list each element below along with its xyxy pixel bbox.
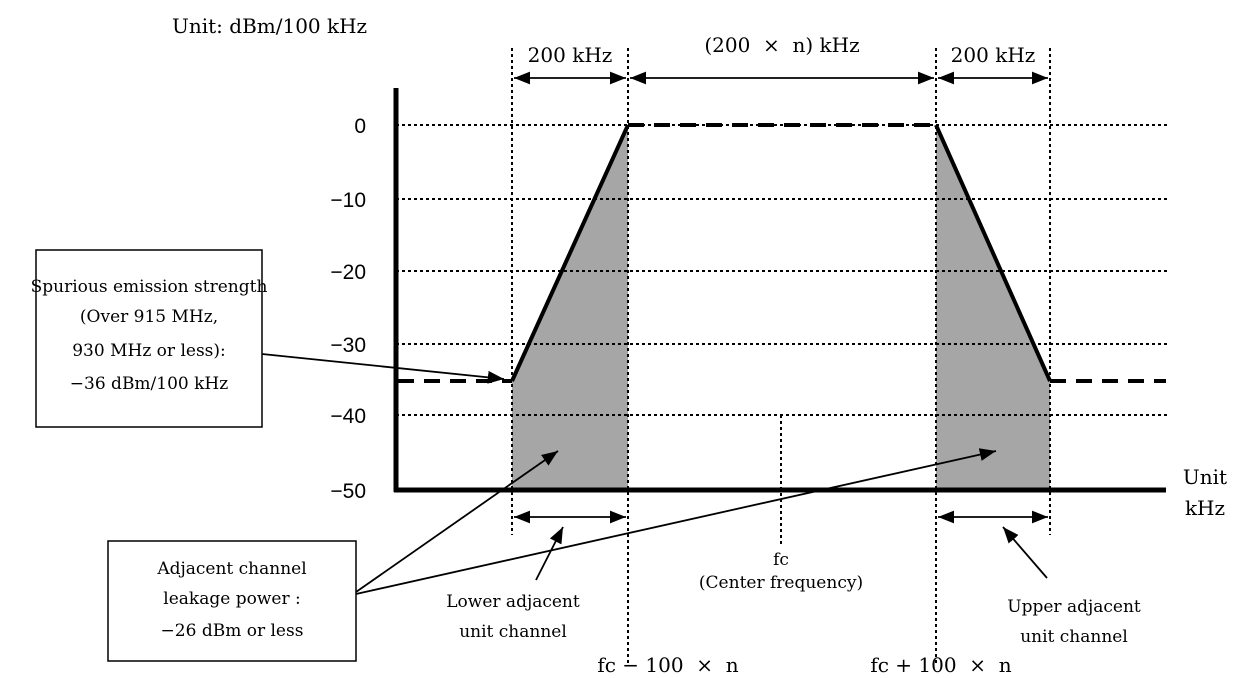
lower-adjacent-shaded-region <box>512 125 628 490</box>
y-tick-label: 0 <box>354 115 366 138</box>
bottom-left-freq-label: fc − 100 × n <box>597 653 738 677</box>
x-unit-line2: kHz <box>1185 496 1225 520</box>
spectrum-mask-dashed <box>398 123 1166 383</box>
span-left-label: 200 kHz <box>528 43 613 67</box>
spectrum-mask-slopes <box>510 124 1052 382</box>
y-tick-label: −30 <box>330 334 366 357</box>
upper-channel-line2: unit channel <box>1020 627 1128 647</box>
aclr-line2: leakage power : <box>163 589 300 609</box>
vertical-guides <box>511 48 1051 665</box>
span-right-label: 200 kHz <box>951 43 1036 67</box>
lower-channel-line1: Lower adjacent <box>446 592 580 612</box>
center-frequency-label: (Center frequency) <box>699 573 863 593</box>
spurious-line2: (Over 915 MHz, <box>80 307 218 327</box>
unit-label: Unit: dBm/100 kHz <box>172 14 367 38</box>
bottom-right-freq-label: fc + 100 × n <box>870 653 1011 677</box>
pointer-lines <box>261 353 1048 595</box>
span-middle-label: (200 × n) kHz <box>704 33 859 57</box>
x-unit-line1: Unit <box>1183 465 1227 489</box>
aclr-line1: Adjacent channel <box>156 559 306 579</box>
y-tick-label: −10 <box>330 189 366 212</box>
y-tick-label: −40 <box>330 405 366 428</box>
center-fc-label: fc <box>773 550 789 570</box>
y-tick-label: −50 <box>330 480 366 503</box>
spurious-line1: Spurious emission strength <box>31 277 268 297</box>
aclr-box <box>107 540 357 662</box>
spurious-box <box>35 249 263 428</box>
upper-channel-line1: Upper adjacent <box>1007 597 1141 617</box>
spurious-line3: 930 MHz or less): <box>72 341 226 361</box>
y-tick-label: −20 <box>330 261 366 284</box>
aclr-line3: −26 dBm or less <box>161 621 304 641</box>
upper-adjacent-shaded-region <box>936 125 1050 490</box>
lower-channel-line2: unit channel <box>459 622 567 642</box>
spurious-line4: −36 dBm/100 kHz <box>70 374 228 394</box>
